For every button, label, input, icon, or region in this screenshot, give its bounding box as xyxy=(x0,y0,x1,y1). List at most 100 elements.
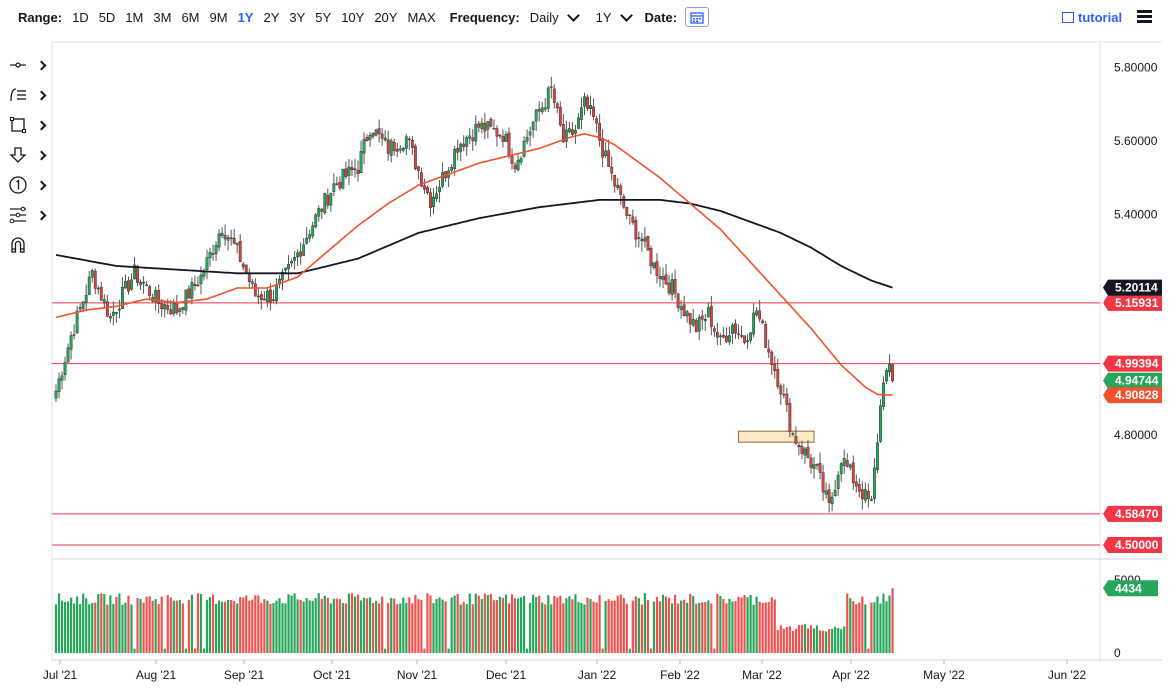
volume-bar xyxy=(245,595,248,653)
candle-body xyxy=(764,324,768,348)
tool-magnet[interactable] xyxy=(8,230,48,260)
candlestick xyxy=(278,275,281,289)
candlestick xyxy=(682,295,686,317)
candle-body xyxy=(108,316,112,319)
volume-bar xyxy=(755,596,758,653)
period-chevron-down-icon[interactable] xyxy=(619,8,633,22)
tool-shapes[interactable] xyxy=(8,110,48,140)
volume-bar xyxy=(263,599,266,653)
volume-bar xyxy=(785,627,788,653)
candlestick xyxy=(737,324,740,340)
candle-body xyxy=(646,235,650,251)
frequency-chevron-down-icon[interactable] xyxy=(566,8,580,22)
volume-bar xyxy=(758,601,761,653)
volume-bar xyxy=(227,599,230,653)
candle-body xyxy=(199,274,203,285)
candle-body xyxy=(296,252,299,258)
candlestick xyxy=(522,136,526,159)
tool-crosshair[interactable] xyxy=(8,50,48,80)
candle-body xyxy=(543,107,547,110)
volume-bar xyxy=(885,601,888,653)
tool-arrows[interactable] xyxy=(8,140,48,170)
candle-body xyxy=(181,307,185,310)
volume-bar xyxy=(843,626,846,653)
candle-body xyxy=(444,171,447,179)
measure-icon xyxy=(9,206,26,224)
candlestick xyxy=(284,267,287,274)
candlestick xyxy=(882,376,885,411)
volume-bar xyxy=(124,602,127,653)
candlestick xyxy=(519,155,523,166)
tool-annotation[interactable] xyxy=(8,170,48,200)
volume-bar xyxy=(459,604,462,653)
volume-bar xyxy=(109,595,112,653)
range-button-max[interactable]: MAX xyxy=(407,9,436,25)
candle-body xyxy=(649,248,653,267)
candle-body xyxy=(655,261,659,276)
candlestick xyxy=(652,262,656,270)
tool-trend-lines[interactable] xyxy=(8,80,48,110)
magnet-icon xyxy=(11,237,25,253)
candlestick xyxy=(637,231,641,248)
volume-bar xyxy=(516,598,520,653)
range-button-5d[interactable]: 5D xyxy=(98,9,116,25)
price-label-bg xyxy=(1103,279,1162,296)
calendar-button[interactable] xyxy=(685,7,710,27)
range-button-1d[interactable]: 1D xyxy=(72,9,89,25)
volume-bar xyxy=(254,595,257,653)
candle-body xyxy=(498,134,502,137)
period-select[interactable]: 1Y xyxy=(595,9,612,25)
menu-icon[interactable] xyxy=(1137,10,1152,23)
range-button-6m[interactable]: 6M xyxy=(181,9,200,25)
range-button-20y[interactable]: 20Y xyxy=(374,9,398,25)
range-button-10y[interactable]: 10Y xyxy=(341,9,365,25)
price-label-text: 4.58470 xyxy=(1115,507,1159,521)
candlestick xyxy=(504,131,508,143)
candle-body xyxy=(232,237,236,244)
frequency-select[interactable]: Daily xyxy=(529,9,559,25)
numbered-annotation-icon xyxy=(9,176,27,194)
range-button-9m[interactable]: 9M xyxy=(209,9,228,25)
range-button-3y[interactable]: 3Y xyxy=(289,9,306,25)
candle-body xyxy=(685,311,689,317)
volume-bar xyxy=(257,595,260,653)
candle-body xyxy=(314,214,318,228)
range-button-3m[interactable]: 3M xyxy=(153,9,172,25)
volume-bar xyxy=(628,648,631,653)
range-button-5y[interactable]: 5Y xyxy=(315,9,332,25)
candle-body xyxy=(870,499,873,501)
candlestick xyxy=(302,238,306,256)
candle-body xyxy=(879,405,882,442)
candle-body xyxy=(561,124,565,143)
candle-body xyxy=(193,284,197,286)
volume-label-bg xyxy=(1103,580,1158,597)
candlestick xyxy=(625,206,629,220)
candlestick xyxy=(794,426,798,445)
candle-body xyxy=(226,237,230,241)
range-button-1y[interactable]: 1Y xyxy=(237,9,254,25)
range-button-1m[interactable]: 1M xyxy=(125,9,144,25)
candlestick xyxy=(181,306,185,314)
volume-bar xyxy=(477,595,480,653)
tutorial-link[interactable]: tutorial xyxy=(1062,10,1122,25)
candlestick xyxy=(178,307,182,317)
candle-body xyxy=(410,140,414,148)
candle-body xyxy=(619,185,623,195)
candlestick xyxy=(679,300,683,319)
candlestick xyxy=(604,142,608,159)
candle-body xyxy=(598,123,602,141)
candlestick xyxy=(229,229,233,246)
candle-body xyxy=(507,132,511,157)
candle-body xyxy=(163,304,167,310)
candle-body xyxy=(673,279,677,294)
candle-body xyxy=(383,137,387,141)
candlestick xyxy=(842,449,846,474)
range-button-2y[interactable]: 2Y xyxy=(263,9,280,25)
candlestick xyxy=(287,255,290,280)
tool-measure[interactable] xyxy=(8,200,48,230)
candlestick xyxy=(441,162,444,189)
volume-bar xyxy=(861,596,864,653)
volume-bar xyxy=(589,599,592,653)
candlestick xyxy=(108,312,112,323)
